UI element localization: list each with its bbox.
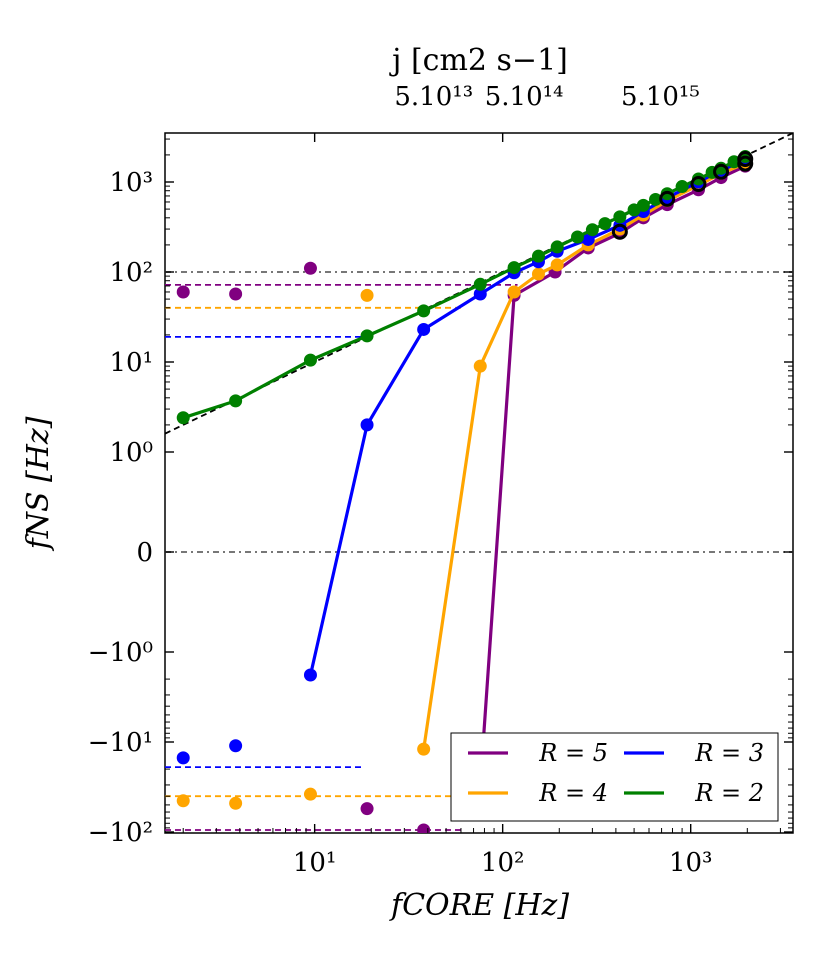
data-point <box>613 210 627 224</box>
open-circle-marker <box>713 163 730 180</box>
y-tick-label: 10¹ <box>109 348 153 378</box>
data-point <box>473 287 487 301</box>
y-tick-label: 10⁰ <box>109 438 153 468</box>
x-tick-label: 10² <box>481 848 525 878</box>
data-point <box>473 359 487 373</box>
data-point <box>507 285 521 299</box>
data-point <box>417 304 431 318</box>
data-point <box>531 267 545 281</box>
top-tick-label: 5.10¹⁵ <box>621 82 700 112</box>
series-line <box>478 164 746 786</box>
top-tick-label: 5.10¹⁴ <box>485 82 564 112</box>
data-point <box>570 230 584 244</box>
data-point <box>417 322 431 336</box>
data-point <box>675 180 689 194</box>
x-tick-label: 10³ <box>669 848 713 878</box>
plot-frame <box>164 132 794 834</box>
scatter-point <box>229 739 243 753</box>
y-axis-label: fNS [Hz] <box>21 416 56 551</box>
legend: R = 5 R = 3 R = 4 R = 2 <box>450 732 779 822</box>
legend-label: R = 5 <box>538 739 608 767</box>
y-tick-label: −10¹ <box>88 728 153 758</box>
data-point <box>550 240 564 254</box>
data-point <box>550 258 564 272</box>
data-point <box>360 418 374 432</box>
top-axis-label: j [cm2 s−1] <box>389 43 568 78</box>
data-point <box>636 198 650 212</box>
y-tick-label: −10² <box>88 818 153 848</box>
data-point <box>176 411 190 425</box>
data-point <box>303 668 317 682</box>
data-point <box>360 329 374 343</box>
scatter-point <box>360 802 374 816</box>
open-circle-marker <box>611 223 628 240</box>
scatter-point <box>229 796 243 810</box>
data-point <box>531 249 545 263</box>
scatter-point <box>360 288 374 302</box>
scatter-point <box>417 823 431 833</box>
ticks-layer: 10¹ 10² 10³ 5.10¹³ 5.10¹⁴ 5.10¹⁵ 10³ 10² 10¹ 10⁰ 0… <box>88 82 793 878</box>
scatter-point <box>176 751 190 765</box>
open-circle-marker <box>690 176 707 193</box>
data-point <box>417 742 431 756</box>
top-tick-label: 5.10¹³ <box>394 82 473 112</box>
series-line <box>308 158 746 676</box>
data-point <box>303 353 317 367</box>
y-tick-label: −10⁰ <box>88 638 153 668</box>
data-point <box>649 192 663 206</box>
y-tick-label: 10³ <box>109 168 153 198</box>
level-lines <box>165 283 518 831</box>
scatter-point <box>176 285 190 299</box>
data-point <box>581 232 595 246</box>
legend-label: R = 3 <box>694 739 764 767</box>
data-point <box>598 217 612 231</box>
scatter-point <box>303 261 317 275</box>
y-tick-label: 0 <box>136 538 153 568</box>
scatter-point <box>303 787 317 801</box>
series-r4 <box>176 157 752 810</box>
open-circle-marker <box>737 151 754 168</box>
x-axis-label: fCORE [Hz] <box>389 888 569 923</box>
series-layer <box>176 150 754 833</box>
data-point <box>585 223 599 237</box>
open-circle-marker <box>659 190 676 207</box>
data-point <box>229 394 243 408</box>
legend-box <box>450 732 779 822</box>
x-tick-label: 10¹ <box>293 848 337 878</box>
data-point <box>473 277 487 291</box>
legend-label: R = 2 <box>694 779 764 807</box>
y-tick-label: 10² <box>109 258 153 288</box>
scatter-point <box>229 287 243 301</box>
series-r3 <box>176 153 752 765</box>
legend-label: R = 4 <box>538 779 608 807</box>
data-point <box>507 261 521 275</box>
scatter-point <box>176 794 190 808</box>
